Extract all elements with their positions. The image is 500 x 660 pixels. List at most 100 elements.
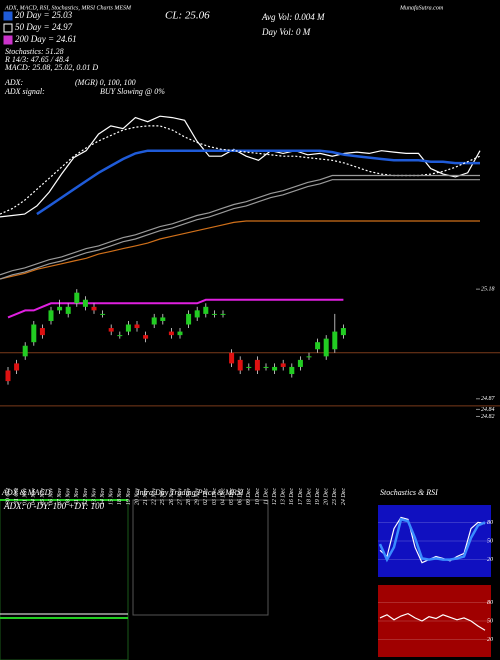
panel-background (378, 585, 491, 657)
avg-volume: Avg Vol: 0.004 M (261, 12, 325, 22)
x-tick-label: 30 Oct (5, 488, 11, 505)
y-tick-label: 50 (487, 538, 493, 544)
candle-body (246, 366, 252, 368)
candle-body (254, 359, 260, 371)
x-tick-label: 28 Nov (186, 488, 192, 506)
candle-body (340, 328, 346, 336)
x-tick-label: 26 Nov (169, 488, 175, 506)
candle-body (177, 331, 183, 336)
y-tick-label: 20 (487, 637, 493, 643)
candle-body (220, 313, 226, 315)
candle-body (82, 299, 88, 307)
series-line (379, 612, 486, 631)
series-line (0, 115, 481, 218)
x-tick-label: 29 Nov (195, 488, 201, 506)
x-tick-label: 18 Dec (306, 488, 312, 505)
panel-title: Intra Day Trading Price & MRSI (136, 488, 244, 497)
candle-body (39, 328, 45, 336)
x-tick-label: 03 Dec (212, 488, 218, 505)
y-tick-label: 80 (487, 600, 493, 606)
x-tick-label: 04 Dec (219, 488, 226, 505)
x-tick-label: 08 Nov (66, 488, 72, 506)
series-line (36, 149, 480, 216)
x-tick-label: 13 Nov (91, 488, 97, 506)
panel-title: ADX & MACD (1, 488, 51, 497)
x-tick-label: 19 Dec (315, 488, 321, 505)
x-tick-label: 12 Dec (272, 488, 278, 505)
y-tick-label: 80 (487, 520, 493, 526)
x-tick-label: 16 Dec (289, 488, 295, 505)
series-line (0, 179, 480, 280)
macd-label: MACD: 25.08, 25.02, 0.01 D (4, 63, 98, 72)
adx-label: ADX: (4, 78, 24, 87)
candle-body (65, 306, 71, 314)
x-tick-label: 11 Nov (74, 488, 80, 505)
x-tick-label: 11 Dec (263, 488, 269, 505)
y-tick-label: 24.87 (481, 395, 496, 402)
candle-body (151, 317, 157, 325)
x-tick-label: 24 Dec (340, 488, 347, 505)
x-tick-label: 20 Nov (134, 488, 140, 506)
legend-swatch (3, 11, 13, 21)
candle-body (22, 345, 28, 357)
x-tick-label: 19 Nov (126, 488, 132, 506)
x-tick-label: 10 Dec (255, 488, 261, 505)
series-line (0, 125, 481, 215)
x-tick-label: 09 Dec (246, 488, 252, 505)
x-tick-label: 13 Dec (281, 488, 287, 505)
candle-body (168, 331, 174, 336)
y-tick-label: 24.84 (481, 406, 495, 413)
x-tick-label: 20 Dec (324, 488, 330, 505)
legend-swatch (3, 23, 13, 33)
y-tick-label: 25.18 (481, 287, 495, 293)
x-tick-label: 23 Dec (332, 488, 338, 505)
candle-body (203, 306, 209, 314)
panel-title: Stochastics & RSI (380, 488, 438, 497)
y-tick-label: 24.82 (481, 413, 495, 420)
candle-body (108, 328, 114, 332)
legend-label: 20 Day = 25.03 (15, 10, 73, 20)
candle-body (143, 335, 149, 339)
candle-body (74, 292, 80, 304)
candle-body (14, 363, 20, 371)
x-tick-label: 22 Nov (152, 488, 158, 506)
candle-body (211, 313, 217, 315)
candle-body (194, 310, 200, 318)
close-price: CL: 25.06 (165, 10, 210, 22)
adx-values: ADX: 0 -DY: 100 +DY: 100 (3, 501, 105, 511)
candle-body (280, 363, 286, 367)
legend-swatch (3, 35, 13, 45)
brand: MunafaSutra.com (399, 4, 444, 11)
site-title: ADX, MACD, RSI, Stochastics, MRSI Charts… (4, 5, 132, 11)
candle-body (48, 310, 54, 321)
candle-body (31, 324, 37, 343)
candle-body (57, 306, 63, 311)
adx-signal-label: ADX signal: (4, 87, 45, 96)
series-line (0, 174, 480, 276)
x-tick-label: 05 Nov (40, 488, 46, 506)
candle-body (5, 370, 11, 382)
x-tick-label: 04 Nov (30, 488, 37, 506)
x-tick-label: 06 Nov (48, 488, 54, 506)
candle-body (297, 359, 303, 367)
x-tick-label: 02 Dec (203, 488, 209, 505)
candle-body (91, 306, 97, 311)
signal-label: BUY Slowing @ 0% (100, 87, 165, 96)
rsi-label: R 14/3: 47.65 / 48.4 (4, 55, 69, 64)
legend-label: 200 Day = 24.61 (15, 34, 77, 44)
mgr-label: (MGR) 0, 100, 100 (75, 78, 136, 87)
candle-body (315, 342, 321, 350)
adx-panel (0, 499, 129, 660)
candle-body (117, 335, 123, 337)
candle-body (229, 352, 235, 364)
y-tick-label: 20 (487, 557, 493, 563)
candle-body (134, 324, 140, 329)
series-line (378, 517, 486, 563)
stochastics-label: Stochastics: 51.28 (5, 47, 64, 56)
x-tick-label: 25 Nov (160, 488, 166, 506)
day-volume: Day Vol: 0 M (261, 27, 311, 37)
candle-body (323, 338, 329, 357)
candle-body (272, 366, 278, 371)
candle-body (186, 313, 192, 325)
